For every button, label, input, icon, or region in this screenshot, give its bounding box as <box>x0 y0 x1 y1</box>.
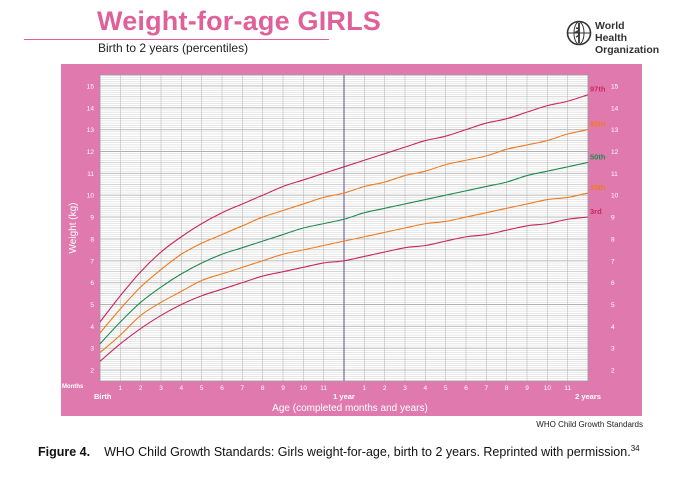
y-tick-label-left: 15 <box>87 83 95 90</box>
x-tick-label: 1 year <box>333 392 355 401</box>
series-line-50th <box>99 161 589 345</box>
who-emblem-icon <box>566 20 592 46</box>
caption-text: WHO Child Growth Standards: Girls weight… <box>104 445 631 460</box>
caption-reference: 34 <box>630 444 640 453</box>
x-tick-label: 11 <box>320 385 327 392</box>
org-line-1: World Health <box>595 20 628 44</box>
series-line-3rd <box>99 216 589 362</box>
y-tick-label-left: 2 <box>90 368 94 375</box>
y-tick-label-right: 11 <box>611 171 618 178</box>
x-tick-label: 8 <box>505 385 509 392</box>
x-tick-label: 6 <box>464 385 468 392</box>
x-tick-label: 9 <box>281 385 285 392</box>
y-tick-label-left: 10 <box>87 193 95 200</box>
y-tick-label-right: 13 <box>611 127 619 134</box>
y-tick-label-left: 8 <box>90 236 94 243</box>
x-tick-label: 3 <box>159 385 163 392</box>
x-tick-label: Birth <box>94 392 112 401</box>
chart-title: Weight-for-age GIRLS <box>97 6 381 36</box>
y-tick-label-left: 7 <box>90 258 94 265</box>
caption-label: Figure 4. <box>38 445 91 460</box>
x-tick-label: 2 <box>383 385 387 392</box>
y-tick-label-left: 11 <box>87 171 94 178</box>
x-tick-label: 1 <box>119 385 123 392</box>
x-tick-label: 8 <box>261 385 265 392</box>
series-label-3rd: 3rd <box>590 207 602 216</box>
x-tick-label: 4 <box>180 385 184 392</box>
y-tick-label-right: 12 <box>611 149 619 156</box>
months-label: Months <box>62 384 84 390</box>
x-tick-label: 9 <box>525 385 529 392</box>
y-tick-label-right: 10 <box>611 193 619 200</box>
y-tick-label-left: 6 <box>90 280 94 287</box>
x-tick-label: 1 <box>363 385 367 392</box>
org-line-2: Organization <box>595 44 660 56</box>
y-tick-label-left: 5 <box>90 302 94 309</box>
series-label-85th: 85th <box>590 120 606 129</box>
figure-caption: Figure 4. WHO Child Growth Standards: Gir… <box>38 444 640 459</box>
y-tick-label-right: 8 <box>611 236 615 243</box>
series-line-85th <box>99 129 589 334</box>
x-tick-label: 11 <box>564 385 571 392</box>
y-tick-label-left: 14 <box>87 105 95 112</box>
y-tick-label-right: 2 <box>611 368 615 375</box>
y-tick-label-right: 14 <box>611 105 619 112</box>
plot-border <box>99 74 589 382</box>
x-tick-label: 5 <box>200 385 204 392</box>
series-line-15th <box>99 192 589 354</box>
title-divider <box>24 39 329 40</box>
series-line-97th <box>99 94 589 323</box>
y-tick-label-left: 9 <box>90 215 94 222</box>
y-tick-label-left: 4 <box>90 324 94 331</box>
y-axis-label: Weight (kg) <box>68 203 79 254</box>
y-tick-label-left: 13 <box>87 127 95 134</box>
x-tick-label: 7 <box>241 385 245 392</box>
series-label-15th: 15th <box>590 183 606 192</box>
x-tick-label: 5 <box>444 385 448 392</box>
series-label-97th: 97th <box>590 85 606 94</box>
x-tick-label: 4 <box>424 385 428 392</box>
y-tick-label-right: 9 <box>611 215 615 222</box>
x-tick-label: 2 <box>139 385 143 392</box>
y-tick-label-right: 3 <box>611 346 615 353</box>
y-tick-label-left: 3 <box>90 346 94 353</box>
x-tick-label: 2 years <box>575 392 601 401</box>
who-organization-name: World Health Organization <box>595 20 660 56</box>
y-tick-label-right: 15 <box>611 83 619 90</box>
y-tick-label-right: 4 <box>611 324 615 331</box>
x-tick-label: 7 <box>485 385 489 392</box>
source-note: WHO Child Growth Standards <box>536 420 643 429</box>
series-label-50th: 50th <box>590 152 606 161</box>
x-tick-label: 3 <box>403 385 407 392</box>
x-tick-label: 10 <box>544 385 552 392</box>
y-tick-label-right: 5 <box>611 302 615 309</box>
y-tick-label-right: 7 <box>611 258 615 265</box>
chart-subtitle: Birth to 2 years (percentiles) <box>98 41 249 55</box>
y-tick-label-left: 12 <box>87 149 95 156</box>
x-tick-label: 6 <box>220 385 224 392</box>
x-tick-label: 10 <box>300 385 308 392</box>
x-axis-label: Age (completed months and years) <box>272 403 428 414</box>
y-tick-label-right: 6 <box>611 280 615 287</box>
